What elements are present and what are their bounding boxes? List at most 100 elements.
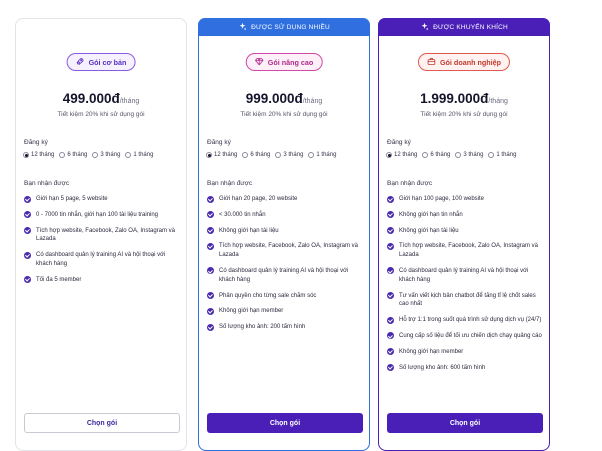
duration-option-6[interactable]: 6 tháng bbox=[242, 152, 270, 158]
rocket-icon bbox=[76, 57, 85, 68]
list-item: Phân quyền cho từng sale chăm sóc bbox=[207, 292, 363, 301]
list-item: Giới hạn 5 page, 5 website bbox=[24, 195, 180, 204]
duration-option-3[interactable]: 3 tháng bbox=[92, 152, 120, 158]
duration-label: 3 tháng bbox=[463, 152, 484, 158]
duration-option-1[interactable]: 1 tháng bbox=[125, 152, 153, 158]
check-icon bbox=[207, 292, 214, 300]
radio-selected-icon bbox=[23, 152, 29, 158]
duration-label: 12 tháng bbox=[214, 152, 238, 158]
feature-text: Tích hợp website, Facebook, Zalo OA, Ins… bbox=[36, 227, 175, 243]
list-item: Có dashboard quản lý training AI và hội … bbox=[24, 251, 180, 269]
list-item: Có dashboard quản lý training AI và hội … bbox=[387, 267, 543, 285]
plan-badge: Gói cơ bản bbox=[66, 53, 136, 71]
duration-label: 1 tháng bbox=[133, 152, 154, 158]
duration-option-12[interactable]: 12 tháng bbox=[386, 152, 417, 158]
radio-icon bbox=[455, 152, 462, 158]
duration-option-6[interactable]: 6 tháng bbox=[59, 152, 87, 158]
list-item: Cung cấp số liệu để tối ưu chiến dịch ch… bbox=[387, 332, 543, 341]
plan-badge: Gói nâng cao bbox=[245, 53, 323, 71]
check-icon bbox=[24, 276, 31, 284]
list-item: Tối đa 5 member bbox=[24, 276, 180, 285]
plan-name: Gói nâng cao bbox=[267, 57, 314, 67]
duration-label: 1 tháng bbox=[496, 152, 517, 158]
duration-option-6[interactable]: 6 tháng bbox=[422, 152, 450, 158]
duration-label: 6 tháng bbox=[67, 152, 88, 158]
features-label: Bạn nhận được bbox=[24, 180, 70, 187]
price-unit: /tháng bbox=[119, 98, 140, 105]
feature-text: 0 - 7000 tin nhắn, giới hạn 100 tài liệu… bbox=[36, 211, 159, 218]
register-label: Đăng ký bbox=[24, 139, 48, 146]
duration-option-1[interactable]: 1 tháng bbox=[308, 152, 336, 158]
duration-option-3[interactable]: 3 tháng bbox=[275, 152, 303, 158]
check-icon bbox=[387, 348, 394, 356]
duration-options: 12 tháng 6 tháng 3 tháng 1 tháng bbox=[206, 152, 365, 158]
feature-text: Có dashboard quản lý training AI và hội … bbox=[219, 267, 349, 283]
check-icon bbox=[387, 364, 394, 372]
feature-text: Không giới hạn tin nhắn bbox=[399, 211, 463, 218]
feature-text: Có dashboard quản lý training AI và hội … bbox=[36, 252, 166, 267]
duration-label: 3 tháng bbox=[283, 152, 304, 158]
check-icon bbox=[387, 316, 394, 324]
feature-text: Giới hạn 100 page, 100 website bbox=[399, 196, 484, 202]
check-icon bbox=[24, 211, 31, 219]
check-icon bbox=[24, 227, 31, 235]
choose-plan-button[interactable]: Chọn gói bbox=[24, 413, 180, 433]
radio-icon bbox=[308, 152, 315, 158]
feature-list: Giới hạn 100 page, 100 website Không giớ… bbox=[387, 195, 543, 379]
list-item: Số lượng kho ảnh: 200 tấm hình bbox=[207, 323, 363, 332]
price-amount: 999.000đ bbox=[245, 91, 303, 106]
price-unit: /tháng bbox=[488, 98, 508, 105]
feature-text: Cung cấp số liệu để tối ưu chiến dịch ch… bbox=[399, 332, 542, 339]
list-item: Tích hợp website, Facebook, Zalo OA, Ins… bbox=[207, 242, 363, 260]
feature-list: Giới hạn 5 page, 5 website 0 - 7000 tin … bbox=[24, 195, 180, 292]
feature-text: Không giới hạn member bbox=[399, 348, 464, 355]
plan-name: Gói cơ bản bbox=[88, 57, 127, 67]
check-icon bbox=[387, 267, 394, 275]
list-item: Giới hạn 20 page, 20 website bbox=[207, 195, 363, 204]
check-icon bbox=[207, 323, 214, 331]
duration-options: 12 tháng 6 tháng 3 tháng 1 tháng bbox=[386, 152, 545, 158]
saving-note: Tiết kiệm 20% khi sử dụng gói bbox=[240, 111, 328, 118]
duration-option-1[interactable]: 1 tháng bbox=[488, 152, 516, 158]
check-icon bbox=[387, 242, 394, 250]
check-icon bbox=[387, 211, 394, 219]
feature-text: Không giới hạn member bbox=[219, 308, 284, 315]
check-icon bbox=[387, 227, 394, 235]
list-item: Giới hạn 100 page, 100 website bbox=[387, 195, 543, 204]
choose-plan-button[interactable]: Chọn gói bbox=[387, 413, 543, 433]
plan-card-enterprise: ĐƯỢC KHUYẾN KHÍCH Gói doanh nghiệp 1.999… bbox=[378, 18, 550, 451]
feature-text: Tối đa 5 member bbox=[36, 276, 82, 283]
check-icon bbox=[207, 242, 214, 250]
sparkle-icon bbox=[238, 22, 247, 33]
radio-icon bbox=[92, 152, 99, 158]
register-label: Đăng ký bbox=[207, 139, 231, 146]
feature-text: Không giới hạn tài liệu bbox=[399, 227, 459, 234]
popular-banner: ĐƯỢC SỬ DỤNG NHIỀU bbox=[198, 18, 370, 36]
feature-list: Giới hạn 20 page, 20 website < 30.000 ti… bbox=[207, 195, 363, 339]
list-item: Không giới hạn tài liệu bbox=[387, 227, 543, 236]
list-item: Không giới hạn tin nhắn bbox=[387, 211, 543, 220]
recommended-banner: ĐƯỢC KHUYẾN KHÍCH bbox=[378, 18, 550, 36]
list-item: 0 - 7000 tin nhắn, giới hạn 100 tài liệu… bbox=[24, 211, 180, 220]
banner-text: ĐƯỢC KHUYẾN KHÍCH bbox=[433, 23, 508, 31]
duration-option-3[interactable]: 3 tháng bbox=[455, 152, 483, 158]
features-label: Bạn nhận được bbox=[207, 180, 253, 187]
choose-plan-button[interactable]: Chọn gói bbox=[207, 413, 363, 433]
check-icon bbox=[207, 195, 214, 203]
duration-option-12[interactable]: 12 tháng bbox=[23, 152, 54, 158]
duration-option-12[interactable]: 12 tháng bbox=[206, 152, 237, 158]
check-icon bbox=[207, 227, 214, 235]
price-unit: /tháng bbox=[302, 98, 323, 105]
feature-text: Không giới hạn tài liệu bbox=[219, 227, 279, 234]
feature-text: Phân quyền cho từng sale chăm sóc bbox=[219, 292, 317, 299]
duration-label: 1 tháng bbox=[316, 152, 337, 158]
check-icon bbox=[387, 292, 394, 300]
radio-icon bbox=[59, 152, 66, 158]
list-item: Có dashboard quản lý training AI và hội … bbox=[207, 267, 363, 285]
radio-icon bbox=[275, 152, 282, 158]
list-item: Không giới hạn member bbox=[207, 307, 363, 316]
features-label: Bạn nhận được bbox=[387, 180, 433, 187]
check-icon bbox=[24, 251, 31, 259]
feature-text: Số lượng kho ảnh: 600 tấm hình bbox=[399, 364, 486, 371]
banner-text: ĐƯỢC SỬ DỤNG NHIỀU bbox=[251, 23, 330, 31]
